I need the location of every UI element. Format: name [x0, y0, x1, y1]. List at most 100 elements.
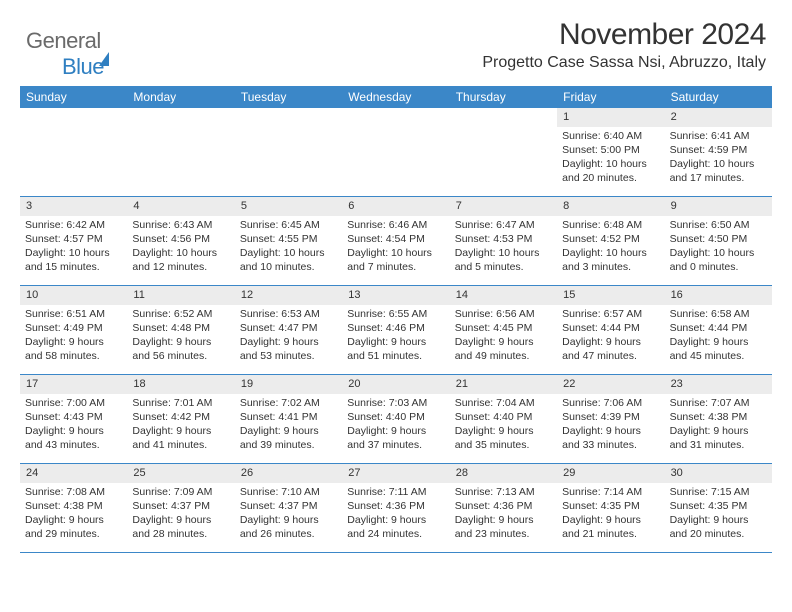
day-number: 29: [557, 464, 664, 483]
cell-body: Sunrise: 7:07 AMSunset: 4:38 PMDaylight:…: [665, 394, 772, 457]
cell-line-daylight1: Daylight: 9 hours: [562, 513, 659, 527]
cell-line-sunrise: Sunrise: 6:45 AM: [240, 218, 337, 232]
cell-body: Sunrise: 7:11 AMSunset: 4:36 PMDaylight:…: [342, 483, 449, 546]
day-number: 15: [557, 286, 664, 305]
cell-body: Sunrise: 7:10 AMSunset: 4:37 PMDaylight:…: [235, 483, 342, 546]
cell-line-sunrise: Sunrise: 7:14 AM: [562, 485, 659, 499]
cell-line-daylight2: and 35 minutes.: [455, 438, 552, 452]
calendar-cell: 23Sunrise: 7:07 AMSunset: 4:38 PMDayligh…: [665, 375, 772, 463]
cell-body: Sunrise: 7:15 AMSunset: 4:35 PMDaylight:…: [665, 483, 772, 546]
cell-line-sunrise: Sunrise: 6:47 AM: [455, 218, 552, 232]
cell-line-daylight2: and 28 minutes.: [132, 527, 229, 541]
calendar-week: 10Sunrise: 6:51 AMSunset: 4:49 PMDayligh…: [20, 286, 772, 375]
cell-line-sunset: Sunset: 4:36 PM: [347, 499, 444, 513]
cell-body: Sunrise: 7:00 AMSunset: 4:43 PMDaylight:…: [20, 394, 127, 457]
cell-line-sunrise: Sunrise: 6:51 AM: [25, 307, 122, 321]
day-number: 18: [127, 375, 234, 394]
calendar: Sunday Monday Tuesday Wednesday Thursday…: [20, 86, 772, 553]
cell-body: Sunrise: 6:42 AMSunset: 4:57 PMDaylight:…: [20, 216, 127, 279]
cell-line-daylight1: Daylight: 10 hours: [562, 246, 659, 260]
calendar-cell-empty: [450, 108, 557, 196]
cell-line-sunrise: Sunrise: 7:06 AM: [562, 396, 659, 410]
cell-line-daylight2: and 29 minutes.: [25, 527, 122, 541]
calendar-cell: 30Sunrise: 7:15 AMSunset: 4:35 PMDayligh…: [665, 464, 772, 552]
cell-line-daylight2: and 43 minutes.: [25, 438, 122, 452]
cell-line-daylight2: and 37 minutes.: [347, 438, 444, 452]
cell-line-sunset: Sunset: 4:53 PM: [455, 232, 552, 246]
day-number: 10: [20, 286, 127, 305]
cell-line-daylight1: Daylight: 9 hours: [347, 424, 444, 438]
cell-line-daylight1: Daylight: 9 hours: [240, 424, 337, 438]
day-number: 22: [557, 375, 664, 394]
dayname-row: Sunday Monday Tuesday Wednesday Thursday…: [20, 86, 772, 108]
day-number: 12: [235, 286, 342, 305]
cell-line-sunset: Sunset: 4:37 PM: [132, 499, 229, 513]
cell-line-sunrise: Sunrise: 6:43 AM: [132, 218, 229, 232]
cell-line-daylight1: Daylight: 9 hours: [347, 513, 444, 527]
calendar-cell: 17Sunrise: 7:00 AMSunset: 4:43 PMDayligh…: [20, 375, 127, 463]
cell-line-daylight2: and 0 minutes.: [670, 260, 767, 274]
day-number: 17: [20, 375, 127, 394]
cell-line-daylight1: Daylight: 9 hours: [347, 335, 444, 349]
calendar-week: 1Sunrise: 6:40 AMSunset: 5:00 PMDaylight…: [20, 108, 772, 197]
cell-line-sunrise: Sunrise: 7:02 AM: [240, 396, 337, 410]
cell-line-sunset: Sunset: 4:42 PM: [132, 410, 229, 424]
cell-line-daylight2: and 26 minutes.: [240, 527, 337, 541]
calendar-cell: 14Sunrise: 6:56 AMSunset: 4:45 PMDayligh…: [450, 286, 557, 374]
cell-line-sunset: Sunset: 4:57 PM: [25, 232, 122, 246]
cell-body: Sunrise: 6:41 AMSunset: 4:59 PMDaylight:…: [665, 127, 772, 190]
cell-body: Sunrise: 6:47 AMSunset: 4:53 PMDaylight:…: [450, 216, 557, 279]
day-number: 6: [342, 197, 449, 216]
dayname-tuesday: Tuesday: [235, 86, 342, 108]
day-number: 4: [127, 197, 234, 216]
cell-body: Sunrise: 7:04 AMSunset: 4:40 PMDaylight:…: [450, 394, 557, 457]
day-number: 7: [450, 197, 557, 216]
cell-line-daylight1: Daylight: 9 hours: [670, 513, 767, 527]
day-number: 14: [450, 286, 557, 305]
calendar-cell-empty: [127, 108, 234, 196]
cell-line-daylight1: Daylight: 9 hours: [240, 513, 337, 527]
cell-line-daylight2: and 7 minutes.: [347, 260, 444, 274]
cell-line-sunset: Sunset: 4:47 PM: [240, 321, 337, 335]
cell-line-daylight2: and 33 minutes.: [562, 438, 659, 452]
cell-body: Sunrise: 6:52 AMSunset: 4:48 PMDaylight:…: [127, 305, 234, 368]
cell-line-sunset: Sunset: 4:45 PM: [455, 321, 552, 335]
cell-body: Sunrise: 6:46 AMSunset: 4:54 PMDaylight:…: [342, 216, 449, 279]
cell-line-sunrise: Sunrise: 6:57 AM: [562, 307, 659, 321]
calendar-cell: 5Sunrise: 6:45 AMSunset: 4:55 PMDaylight…: [235, 197, 342, 285]
calendar-cell: 24Sunrise: 7:08 AMSunset: 4:38 PMDayligh…: [20, 464, 127, 552]
cell-line-daylight1: Daylight: 9 hours: [670, 335, 767, 349]
cell-line-sunset: Sunset: 4:37 PM: [240, 499, 337, 513]
calendar-cell: 6Sunrise: 6:46 AMSunset: 4:54 PMDaylight…: [342, 197, 449, 285]
cell-line-daylight2: and 23 minutes.: [455, 527, 552, 541]
cell-line-daylight2: and 24 minutes.: [347, 527, 444, 541]
cell-line-daylight1: Daylight: 9 hours: [562, 424, 659, 438]
calendar-cell: 1Sunrise: 6:40 AMSunset: 5:00 PMDaylight…: [557, 108, 664, 196]
cell-line-sunset: Sunset: 4:50 PM: [670, 232, 767, 246]
cell-line-daylight2: and 15 minutes.: [25, 260, 122, 274]
cell-line-daylight2: and 39 minutes.: [240, 438, 337, 452]
cell-line-sunrise: Sunrise: 7:11 AM: [347, 485, 444, 499]
logo-text-gray: General: [26, 28, 101, 53]
cell-line-sunrise: Sunrise: 6:52 AM: [132, 307, 229, 321]
cell-line-daylight1: Daylight: 9 hours: [132, 513, 229, 527]
calendar-cell: 2Sunrise: 6:41 AMSunset: 4:59 PMDaylight…: [665, 108, 772, 196]
cell-line-daylight1: Daylight: 9 hours: [455, 335, 552, 349]
cell-line-sunset: Sunset: 4:48 PM: [132, 321, 229, 335]
cell-line-daylight2: and 47 minutes.: [562, 349, 659, 363]
cell-line-daylight1: Daylight: 9 hours: [25, 335, 122, 349]
cell-line-daylight1: Daylight: 9 hours: [25, 424, 122, 438]
cell-line-daylight1: Daylight: 10 hours: [670, 246, 767, 260]
calendar-cell-empty: [342, 108, 449, 196]
calendar-cell: 13Sunrise: 6:55 AMSunset: 4:46 PMDayligh…: [342, 286, 449, 374]
cell-line-sunset: Sunset: 4:38 PM: [670, 410, 767, 424]
cell-line-daylight2: and 3 minutes.: [562, 260, 659, 274]
cell-line-sunrise: Sunrise: 6:42 AM: [25, 218, 122, 232]
cell-line-daylight2: and 12 minutes.: [132, 260, 229, 274]
cell-line-sunrise: Sunrise: 6:55 AM: [347, 307, 444, 321]
day-number: 25: [127, 464, 234, 483]
cell-line-sunrise: Sunrise: 6:41 AM: [670, 129, 767, 143]
calendar-cell: 18Sunrise: 7:01 AMSunset: 4:42 PMDayligh…: [127, 375, 234, 463]
calendar-cell: 26Sunrise: 7:10 AMSunset: 4:37 PMDayligh…: [235, 464, 342, 552]
cell-line-sunrise: Sunrise: 7:07 AM: [670, 396, 767, 410]
